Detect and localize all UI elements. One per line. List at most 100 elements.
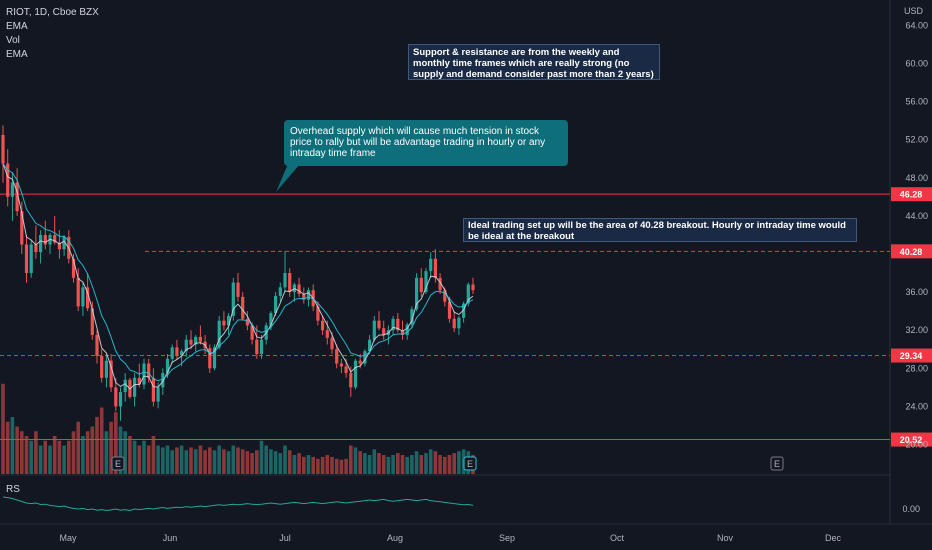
candle-body	[363, 351, 367, 364]
candle-body	[165, 358, 170, 374]
candle-body	[415, 277, 419, 310]
candle-body	[86, 287, 90, 309]
volume-bar	[156, 445, 160, 474]
candle-body	[161, 373, 165, 388]
price-axis[interactable]: 64.00 60.00 56.00 52.00 48.00 44.00 36.00 32.00…	[902, 20, 928, 514]
volume-bar	[179, 445, 184, 474]
volume-bar	[114, 412, 118, 474]
volume-bar	[71, 431, 76, 474]
candle-body	[353, 360, 358, 388]
volume-bar	[457, 451, 461, 474]
level-label: 20.52	[900, 435, 923, 445]
price-tick-label: 32.00	[905, 325, 928, 335]
volume-bar	[428, 449, 433, 474]
indicator-ema-2[interactable]: EMA	[6, 49, 28, 60]
candle-body	[151, 377, 155, 402]
time-tick-label: Nov	[717, 533, 734, 543]
candle-body	[297, 284, 301, 295]
volume-bar	[128, 436, 132, 474]
volume-bar	[95, 417, 99, 474]
price-tick-label: 60.00	[905, 59, 928, 69]
volume-bar	[118, 426, 123, 474]
volume-bar	[292, 455, 297, 474]
time-tick-label: Jun	[163, 533, 178, 543]
volume-bar	[358, 451, 362, 474]
note-support-resistance[interactable]: Support & resistance are from the weekly…	[408, 44, 660, 80]
volume-bar	[240, 449, 245, 474]
time-tick-label: May	[59, 533, 77, 543]
note-ideal-setup[interactable]: Ideal trading set up will be the area of…	[463, 218, 857, 242]
volume-bar	[24, 436, 29, 474]
volume-bar	[48, 445, 52, 474]
callout-pointer	[276, 164, 300, 192]
candle-body	[269, 313, 273, 326]
candle-body	[438, 277, 442, 291]
volume-bar	[132, 440, 137, 474]
candle-body	[90, 308, 94, 335]
candle-body	[419, 277, 423, 293]
earnings-marker	[770, 456, 784, 471]
candle-body	[208, 348, 212, 369]
volume-bar	[137, 445, 142, 474]
candle-body	[250, 325, 254, 340]
volume-bar	[5, 421, 10, 474]
time-tick-label: Sep	[499, 533, 515, 543]
candle-body	[217, 320, 221, 348]
rs-tick-label: 0.00	[902, 504, 920, 514]
note-overhead-supply[interactable]: Overhead supply which will cause much te…	[284, 120, 568, 166]
volume-bar	[203, 450, 207, 474]
candle-body	[368, 339, 372, 352]
volume-bar	[339, 459, 344, 474]
level-label: 46.28	[900, 190, 923, 200]
candle-body	[100, 355, 104, 378]
candle-body	[71, 258, 76, 278]
candle-body	[29, 244, 33, 274]
volume-bar	[146, 445, 151, 474]
volume-bar	[344, 458, 348, 474]
candle-body	[321, 320, 325, 331]
earnings-marker-label: E	[774, 459, 780, 469]
indicator-vol[interactable]: Vol	[6, 35, 20, 46]
candle-body	[10, 182, 14, 197]
candle-body	[316, 306, 320, 321]
candle-body	[24, 244, 29, 274]
time-axis[interactable]: May Jun Jul Aug Sep Oct Nov Dec	[59, 533, 841, 543]
candle-body	[222, 320, 226, 326]
candle-body	[344, 366, 348, 374]
volume-bar	[419, 455, 424, 474]
symbol-title[interactable]: RIOT, 1D, Cboe BZX	[6, 7, 99, 18]
candle-body	[142, 363, 146, 385]
price-tick-label: 36.00	[905, 287, 928, 297]
candle-body	[288, 273, 292, 293]
volume-bar	[189, 447, 193, 474]
indicator-ema-1[interactable]: EMA	[6, 21, 28, 32]
volume-bar	[349, 445, 353, 474]
volume-bar	[161, 447, 165, 474]
candle-body	[133, 377, 137, 397]
candle-body	[457, 317, 461, 329]
price-tick-label: 28.00	[905, 363, 928, 373]
rs-indicator-label[interactable]: RS	[6, 484, 20, 495]
volume-bar	[297, 453, 301, 474]
volume-bar	[405, 456, 409, 474]
candle-body	[278, 287, 282, 296]
candle-body	[137, 377, 141, 385]
volume-bar	[1, 383, 5, 474]
volume-bar	[278, 453, 283, 474]
candle-body	[147, 363, 151, 378]
volume-bar	[353, 447, 358, 474]
ema-fast-line	[2, 163, 474, 390]
candle-body	[396, 318, 400, 331]
candle-body	[325, 330, 329, 338]
volume-bar	[29, 440, 33, 474]
candlesticks	[1, 125, 475, 421]
candle-body	[306, 290, 311, 300]
grid-lines	[0, 0, 932, 525]
volume-bar	[15, 426, 19, 474]
earnings-marker	[463, 456, 477, 471]
volume-bar	[259, 440, 264, 474]
candle-body	[391, 318, 395, 331]
candle-body	[241, 296, 245, 319]
